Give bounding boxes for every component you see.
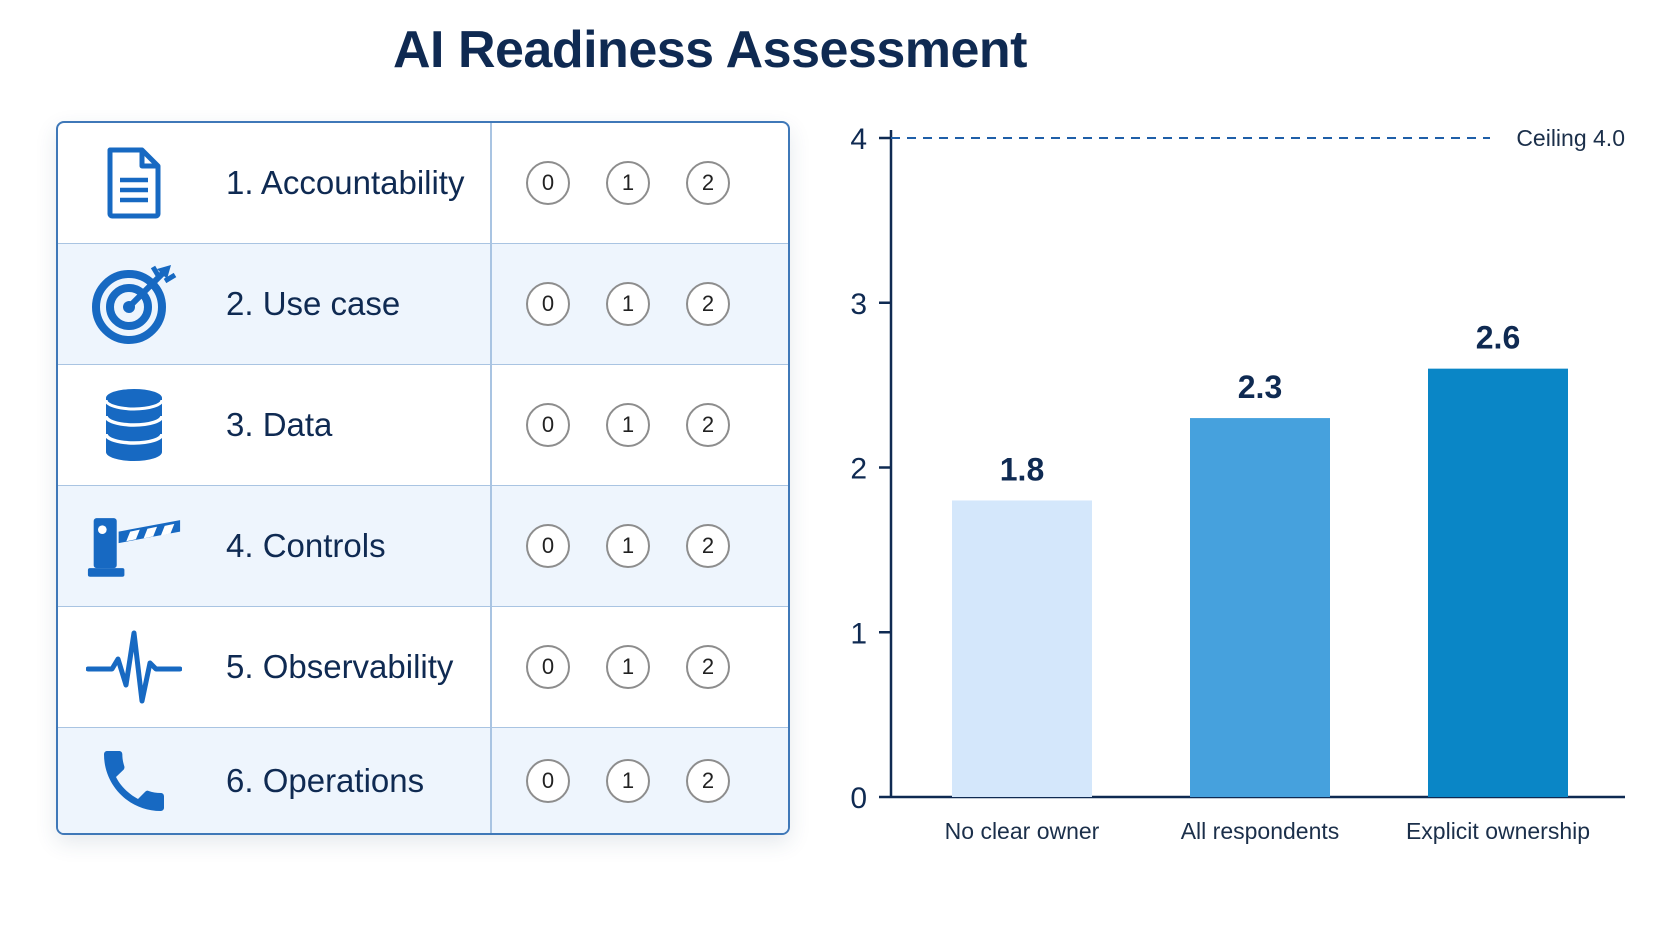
target-icon bbox=[86, 259, 182, 349]
score-option-1[interactable]: 1 bbox=[606, 645, 650, 689]
rubric-label: 6. Operations bbox=[226, 761, 425, 799]
page-title: AI Readiness Assessment bbox=[393, 21, 1027, 79]
bar-value-label: 1.8 bbox=[1000, 451, 1044, 487]
bar-2 bbox=[1190, 418, 1330, 797]
score-options: 0 1 2 bbox=[526, 282, 730, 326]
x-tick-label: Explicit ownership bbox=[1406, 818, 1590, 844]
x-tick-label: All respondents bbox=[1181, 818, 1340, 844]
score-option-2[interactable]: 2 bbox=[686, 524, 730, 568]
rubric-row-operations: 6. Operations 0 1 2 bbox=[58, 728, 788, 833]
column-divider bbox=[490, 244, 492, 364]
score-option-0[interactable]: 0 bbox=[526, 524, 570, 568]
rubric-label: 2. Use case bbox=[226, 285, 401, 322]
score-options: 0 1 2 bbox=[526, 645, 730, 689]
y-tick-label: 1 bbox=[850, 617, 867, 650]
y-tick-label: 0 bbox=[850, 782, 867, 815]
score-option-2[interactable]: 2 bbox=[686, 645, 730, 689]
y-tick-label: 2 bbox=[850, 453, 867, 486]
column-divider bbox=[490, 486, 492, 606]
column-divider bbox=[490, 607, 492, 727]
phone-icon bbox=[86, 736, 182, 826]
score-options: 0 1 2 bbox=[526, 161, 730, 205]
score-option-0[interactable]: 0 bbox=[526, 645, 570, 689]
y-tick-label: 4 bbox=[850, 123, 867, 156]
ceiling-label: Ceiling 4.0 bbox=[1516, 125, 1625, 151]
rubric-row-data: 3. Data 0 1 2 bbox=[58, 365, 788, 486]
score-option-2[interactable]: 2 bbox=[686, 758, 730, 803]
bar-3 bbox=[1428, 368, 1568, 797]
score-option-1[interactable]: 1 bbox=[606, 524, 650, 568]
rubric-row-controls: 4. Controls 0 1 2 bbox=[58, 486, 788, 607]
rubric-row-accountability: 1. Accountability 0 1 2 bbox=[58, 123, 788, 244]
database-icon bbox=[86, 380, 182, 470]
rubric-table: 1. Accountability 0 1 2 2. Use case 0 1 … bbox=[56, 121, 790, 835]
score-option-1[interactable]: 1 bbox=[606, 758, 650, 803]
column-divider bbox=[490, 728, 492, 833]
document-icon bbox=[86, 138, 182, 228]
score-option-0[interactable]: 0 bbox=[526, 403, 570, 447]
score-options: 0 1 2 bbox=[526, 403, 730, 447]
bar-1 bbox=[952, 500, 1092, 797]
column-divider bbox=[490, 365, 492, 485]
rubric-label: 5. Observability bbox=[226, 648, 454, 685]
score-option-2[interactable]: 2 bbox=[686, 161, 730, 205]
score-option-1[interactable]: 1 bbox=[606, 282, 650, 326]
score-option-0[interactable]: 0 bbox=[526, 282, 570, 326]
bar-chart: 0 1 2 3 4 Ceiling 4.0 1.8 No clear owner 2.3 All … bbox=[850, 123, 1625, 844]
score-options: 0 1 2 bbox=[526, 758, 730, 803]
barrier-gate-icon bbox=[86, 501, 182, 591]
bar-value-label: 2.3 bbox=[1238, 369, 1282, 405]
bar-value-label: 2.6 bbox=[1476, 320, 1520, 356]
score-option-0[interactable]: 0 bbox=[526, 758, 570, 803]
pulse-icon bbox=[86, 622, 182, 712]
score-option-2[interactable]: 2 bbox=[686, 403, 730, 447]
rubric-label: 3. Data bbox=[226, 406, 333, 443]
y-tick-label: 3 bbox=[850, 288, 867, 321]
score-option-2[interactable]: 2 bbox=[686, 282, 730, 326]
rubric-row-observability: 5. Observability 0 1 2 bbox=[58, 607, 788, 728]
column-divider bbox=[490, 123, 492, 243]
score-options: 0 1 2 bbox=[526, 524, 730, 568]
score-option-1[interactable]: 1 bbox=[606, 161, 650, 205]
score-option-0[interactable]: 0 bbox=[526, 161, 570, 205]
rubric-label: 1. Accountability bbox=[226, 164, 465, 201]
x-tick-label: No clear owner bbox=[945, 818, 1100, 844]
score-option-1[interactable]: 1 bbox=[606, 403, 650, 447]
rubric-row-use-case: 2. Use case 0 1 2 bbox=[58, 244, 788, 365]
rubric-label: 4. Controls bbox=[226, 527, 386, 564]
